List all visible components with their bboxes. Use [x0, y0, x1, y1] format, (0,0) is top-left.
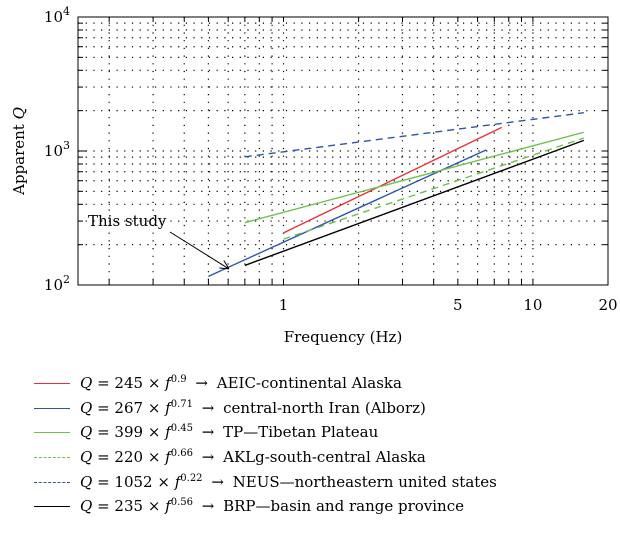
legend-coefficient: 267	[114, 398, 144, 417]
x-tick-label: 5	[453, 296, 463, 314]
legend-equals: =	[92, 374, 115, 393]
legend-equals: =	[92, 497, 115, 516]
arrow-icon: →	[197, 398, 220, 417]
legend-f: f	[165, 448, 171, 467]
legend-label: Q = 220 × f0.66 → AKLg-south-central Ala…	[80, 448, 426, 466]
annotation-arrow	[169, 231, 228, 268]
legend-item: Q = 235 × f0.56 → BRP—basin and range pr…	[34, 494, 614, 519]
legend-swatch	[34, 457, 70, 459]
legend-swatch	[34, 506, 70, 508]
legend-equals: =	[92, 398, 115, 417]
grid	[78, 17, 608, 285]
legend-exponent: 0.56	[170, 497, 193, 509]
legend-name: central-north Iran (Alborz)	[223, 398, 426, 417]
legend-f: f	[165, 374, 171, 393]
legend-f: f	[174, 472, 181, 491]
legend-coefficient: 245	[114, 374, 144, 393]
series-lines	[208, 112, 585, 277]
y-tick-label: 103	[44, 139, 70, 160]
legend-times: ×	[143, 398, 166, 417]
legend-item: Q = 220 × f0.66 → AKLg-south-central Ala…	[34, 445, 614, 470]
legend-swatch	[34, 407, 70, 409]
legend-equals: =	[92, 423, 115, 442]
legend-label: Q = 1052 × f0.22 → NEUS—northeastern uni…	[80, 473, 497, 491]
legend-exponent: 0.9	[170, 374, 187, 386]
legend-coefficient: 399	[114, 423, 144, 442]
arrow-icon: →	[197, 423, 220, 442]
legend-f: f	[165, 398, 171, 417]
legend-label: Q = 267 × f0.71 → central-north Iran (Al…	[80, 399, 426, 417]
arrow-icon: →	[197, 448, 220, 467]
plot-frame	[77, 16, 609, 286]
legend-item: Q = 1052 × f0.22 → NEUS—northeastern uni…	[34, 469, 614, 494]
legend-item: Q = 399 × f0.45 → TP—Tibetan Plateau	[34, 420, 614, 445]
legend-equals: =	[92, 472, 115, 491]
legend-label: Q = 399 × f0.45 → TP—Tibetan Plateau	[80, 423, 378, 441]
legend-item: Q = 267 × f0.71 → central-north Iran (Al…	[34, 396, 614, 421]
legend-q: Q	[80, 374, 93, 393]
legend-times: ×	[143, 497, 166, 516]
legend-f: f	[165, 497, 171, 516]
y-tick-label: 102	[44, 273, 70, 294]
legend-swatch	[34, 481, 70, 483]
legend-f: f	[165, 423, 171, 442]
legend-name: AKLg-south-central Alaska	[223, 448, 426, 467]
legend-q: Q	[80, 398, 93, 417]
y-axis-label: Apparent Q	[10, 107, 28, 196]
legend-exponent: 0.45	[170, 423, 193, 435]
x-tick-label: 1	[279, 296, 289, 314]
arrow-icon: →	[197, 497, 220, 516]
y-tick-label: 104	[44, 5, 70, 26]
legend-swatch	[34, 383, 70, 385]
legend-name: TP—Tibetan Plateau	[223, 423, 379, 442]
legend-label: Q = 235 × f0.56 → BRP—basin and range pr…	[80, 497, 464, 515]
annotation: This study	[88, 212, 228, 268]
legend-swatch	[34, 432, 70, 434]
series-line-5	[244, 112, 584, 158]
annotation-label: This study	[88, 212, 167, 230]
legend-exponent: 0.71	[170, 398, 193, 410]
legend-q: Q	[80, 448, 93, 467]
legend-name: BRP—basin and range province	[223, 497, 464, 516]
x-tick-label: 10	[523, 296, 542, 314]
legend-coefficient: 220	[114, 448, 144, 467]
series-line-1	[283, 126, 503, 234]
legend-equals: =	[92, 448, 115, 467]
series-line-3	[244, 131, 585, 224]
legend-q: Q	[80, 423, 93, 442]
legend-exponent: 0.22	[180, 472, 203, 484]
series-line-6	[244, 139, 585, 267]
series-line-4	[283, 137, 585, 240]
legend-times: ×	[143, 448, 166, 467]
legend-q: Q	[80, 472, 93, 491]
legend-times: ×	[152, 472, 175, 491]
x-axis-label: Frequency (Hz)	[284, 328, 403, 346]
legend-label: Q = 245 × f0.9 → AEIC-continental Alaska	[80, 374, 402, 392]
chart: 1 5 10 20 102 103 104 This study Frequency (Hz…	[10, 5, 618, 346]
legend-coefficient: 1052	[114, 472, 153, 491]
legend-name: AEIC-continental Alaska	[216, 374, 402, 393]
axis-labels: Frequency (Hz) Apparent Q	[10, 107, 402, 346]
legend-times: ×	[143, 374, 166, 393]
legend-q: Q	[80, 497, 93, 516]
legend: Q = 245 × f0.9 → AEIC-continental Alaska…	[34, 371, 614, 519]
arrow-icon: →	[206, 472, 229, 491]
legend-exponent: 0.66	[170, 448, 193, 460]
legend-times: ×	[143, 423, 166, 442]
legend-item: Q = 245 × f0.9 → AEIC-continental Alaska	[34, 371, 614, 396]
legend-coefficient: 235	[114, 497, 144, 516]
arrow-icon: →	[190, 374, 213, 393]
axis-ticks: 1 5 10 20 102 103 104	[44, 5, 618, 314]
legend-name: NEUS—northeastern united states	[232, 472, 497, 491]
x-tick-label: 20	[598, 296, 617, 314]
